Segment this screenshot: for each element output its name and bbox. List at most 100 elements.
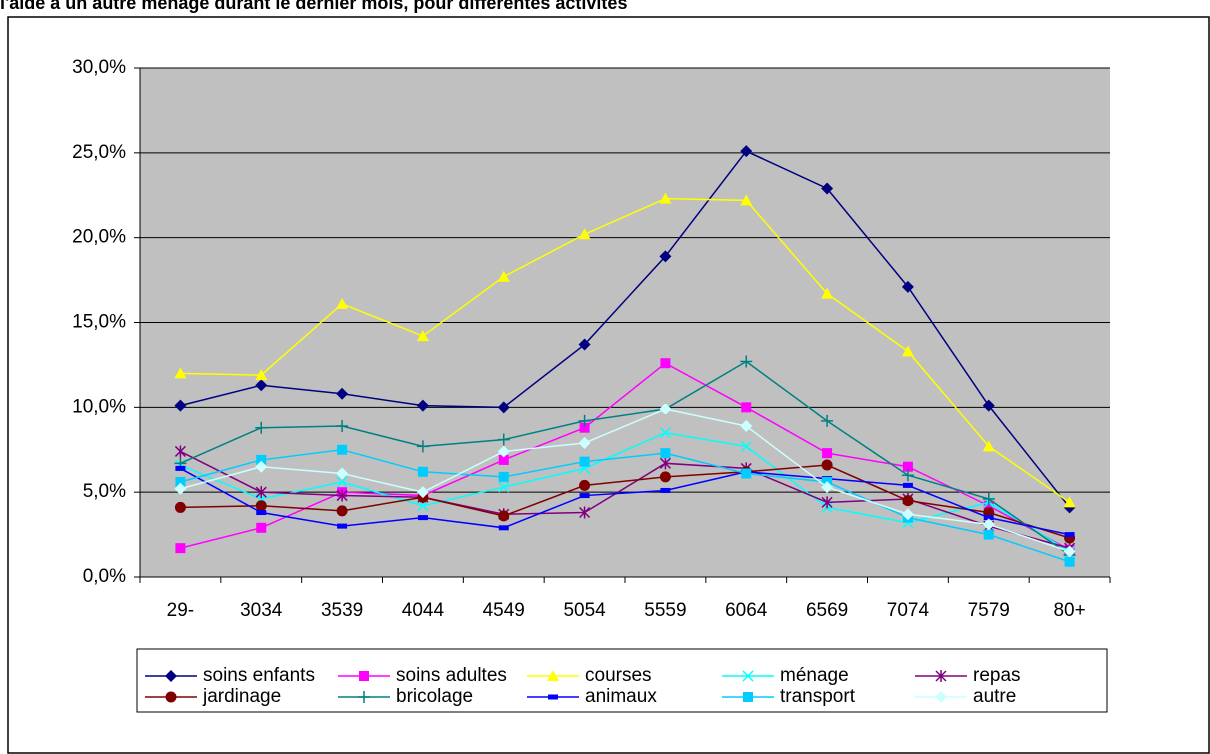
marker — [358, 691, 370, 703]
marker — [579, 506, 591, 519]
series-line — [180, 467, 1070, 536]
marker — [660, 448, 671, 459]
marker — [821, 496, 833, 509]
marker — [256, 510, 267, 516]
marker — [659, 457, 671, 470]
marker — [256, 522, 267, 533]
marker — [578, 414, 591, 427]
marker — [416, 330, 429, 342]
marker — [902, 482, 913, 488]
marker — [336, 505, 348, 517]
marker — [659, 403, 672, 416]
marker — [659, 192, 672, 204]
marker — [983, 515, 994, 521]
marker — [548, 694, 558, 700]
marker — [660, 358, 671, 369]
marker — [740, 145, 753, 158]
marker — [579, 456, 590, 467]
marker — [359, 671, 369, 681]
marker — [497, 445, 510, 458]
legend-label: bricolage — [396, 686, 473, 707]
marker — [659, 427, 671, 439]
marker — [255, 421, 268, 434]
x-tick-label: 4044 — [402, 600, 445, 621]
marker — [741, 468, 752, 479]
marker — [336, 467, 349, 480]
marker — [822, 448, 833, 459]
x-tick-label: 3539 — [321, 600, 363, 621]
marker — [982, 399, 995, 412]
x-tick-label: 7074 — [887, 600, 930, 621]
series-line — [180, 464, 1070, 539]
marker — [901, 469, 914, 482]
marker — [579, 493, 590, 499]
legend-label: jardinage — [202, 686, 281, 707]
marker — [742, 670, 754, 682]
marker — [165, 670, 177, 682]
y-tick-label: 5,0% — [83, 481, 126, 502]
series-line — [180, 197, 1071, 503]
marker — [165, 691, 177, 703]
marker — [255, 369, 268, 381]
marker — [741, 402, 752, 413]
marker — [901, 345, 914, 357]
marker — [336, 387, 349, 400]
marker — [740, 194, 753, 206]
x-tick-label: 3034 — [240, 600, 283, 621]
marker — [175, 476, 186, 487]
marker — [497, 433, 510, 446]
marker — [1063, 496, 1076, 508]
marker — [982, 492, 995, 505]
y-tick-label: 10,0% — [72, 396, 126, 417]
chart-title: l'aide à un autre ménage durant le derni… — [0, 0, 627, 13]
marker — [255, 500, 267, 512]
marker — [982, 440, 995, 452]
legend-label: transport — [780, 686, 856, 707]
series-line — [180, 450, 1070, 549]
x-tick-label: 5559 — [644, 600, 686, 621]
marker — [417, 515, 428, 521]
marker — [174, 399, 187, 412]
marker — [579, 479, 591, 491]
marker — [740, 355, 753, 368]
x-tick-label: 5054 — [563, 600, 606, 621]
marker — [578, 436, 591, 449]
marker — [660, 487, 671, 493]
legend-label: autre — [973, 686, 1016, 707]
marker — [821, 481, 834, 494]
x-tick-label: 80+ — [1053, 600, 1085, 621]
marker — [821, 182, 834, 195]
marker — [174, 445, 186, 458]
series-line — [180, 432, 1070, 553]
marker — [982, 518, 995, 531]
marker — [579, 422, 590, 433]
marker — [497, 401, 510, 414]
y-tick-label: 15,0% — [72, 312, 126, 333]
marker — [902, 461, 913, 472]
series-line — [180, 362, 1070, 551]
marker — [1063, 545, 1076, 558]
series-line — [180, 150, 1071, 508]
marker — [1064, 532, 1075, 538]
x-tick-label: 29- — [167, 600, 194, 621]
marker — [175, 543, 186, 554]
marker — [174, 501, 186, 513]
marker — [336, 476, 348, 488]
marker — [740, 440, 752, 452]
marker — [337, 444, 348, 455]
marker — [498, 481, 510, 493]
legend-label: repas — [973, 665, 1021, 686]
marker — [174, 482, 187, 495]
marker — [901, 508, 914, 521]
marker — [659, 250, 672, 263]
legend-label: courses — [585, 665, 652, 686]
marker — [1064, 556, 1075, 567]
marker — [255, 486, 267, 499]
marker — [255, 460, 268, 473]
x-tick-label: 6064 — [725, 600, 768, 621]
marker — [901, 280, 914, 293]
y-tick-label: 20,0% — [72, 227, 126, 248]
legend-label: animaux — [585, 686, 657, 707]
x-tick-label: 7579 — [968, 600, 1010, 621]
